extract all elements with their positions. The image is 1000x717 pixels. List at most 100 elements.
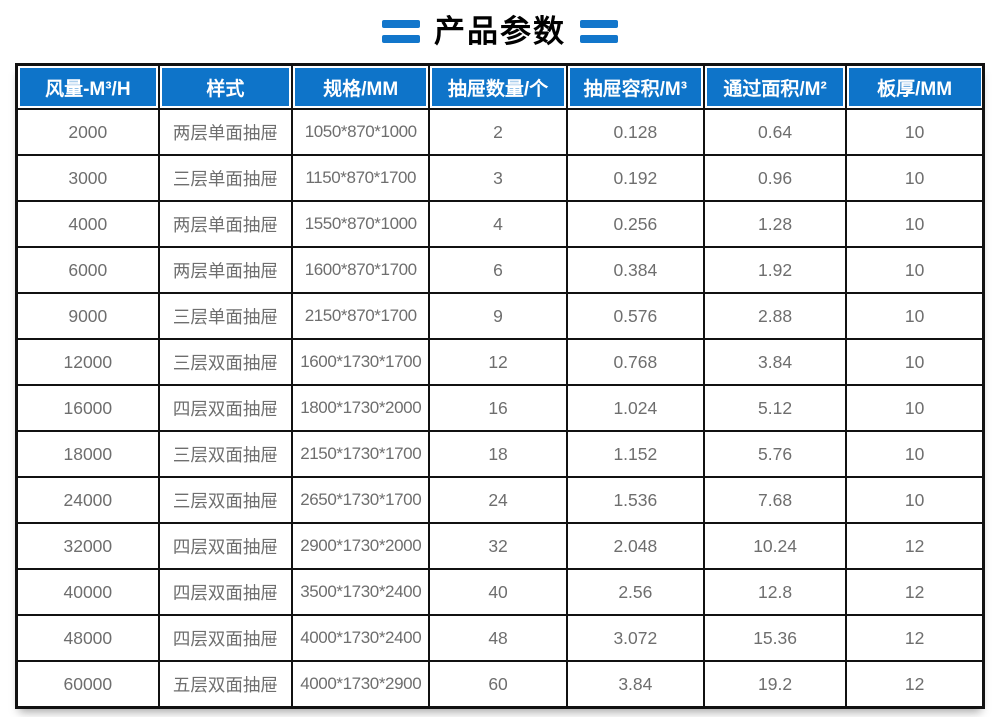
table-cell-airflow: 4000 <box>15 200 160 248</box>
table-cell-style: 三层双面抽屉 <box>157 430 294 478</box>
table-row: 40000 四层双面抽屉 3500*1730*2400 40 2.56 12.8 12 <box>15 568 985 616</box>
table-header-row: 风量-M³/H 样式 规格/MM 抽屉数量/个 抽屉容积/M³ 通过面积/M² … <box>15 63 985 110</box>
table-cell-airflow: 16000 <box>15 384 160 432</box>
table-cell-style: 四层双面抽屉 <box>157 568 294 616</box>
table-cell-drawer-volume: 0.128 <box>565 108 706 156</box>
table-cell-drawer-count: 6 <box>428 246 568 294</box>
table-cell-airflow: 9000 <box>15 292 160 340</box>
table-cell-spec: 1150*870*1700 <box>291 154 431 202</box>
table-cell-drawer-count: 48 <box>428 614 568 662</box>
table-cell-plate-thickness: 10 <box>845 384 985 432</box>
table-cell-pass-area: 12.8 <box>703 568 848 616</box>
table-cell-style: 三层双面抽屉 <box>157 476 294 524</box>
equals-bar <box>382 34 420 43</box>
table-cell-spec: 1550*870*1000 <box>291 200 431 248</box>
table-cell-pass-area: 5.12 <box>703 384 848 432</box>
table-cell-spec: 4000*1730*2400 <box>291 614 431 662</box>
table-cell-spec: 2900*1730*2000 <box>291 522 431 570</box>
column-header-drawer-count: 抽屉数量/个 <box>428 63 568 110</box>
table-cell-spec: 4000*1730*2900 <box>291 660 431 709</box>
table-cell-airflow: 6000 <box>15 246 160 294</box>
table-cell-pass-area: 3.84 <box>703 338 848 386</box>
table-cell-plate-thickness: 10 <box>845 430 985 478</box>
table-cell-airflow: 24000 <box>15 476 160 524</box>
table-cell-pass-area: 7.68 <box>703 476 848 524</box>
table-cell-style: 两层单面抽屉 <box>157 200 294 248</box>
table-cell-pass-area: 19.2 <box>703 660 848 709</box>
table-row: 6000 两层单面抽屉 1600*870*1700 6 0.384 1.92 10 <box>15 246 985 294</box>
table-cell-pass-area: 2.88 <box>703 292 848 340</box>
table-cell-drawer-count: 2 <box>428 108 568 156</box>
table-cell-plate-thickness: 10 <box>845 476 985 524</box>
table-cell-airflow: 60000 <box>15 660 160 709</box>
table-cell-drawer-volume: 0.192 <box>565 154 706 202</box>
table-row: 4000 两层单面抽屉 1550*870*1000 4 0.256 1.28 10 <box>15 200 985 248</box>
table-row: 16000 四层双面抽屉 1800*1730*2000 16 1.024 5.12 10 <box>15 384 985 432</box>
table-cell-drawer-volume: 2.048 <box>565 522 706 570</box>
table-cell-plate-thickness: 10 <box>845 108 985 156</box>
column-header-plate-thickness: 板厚/MM <box>845 63 985 110</box>
table-cell-plate-thickness: 10 <box>845 338 985 386</box>
column-header-drawer-volume: 抽屉容积/M³ <box>565 63 706 110</box>
table-cell-pass-area: 1.92 <box>703 246 848 294</box>
table-cell-pass-area: 0.64 <box>703 108 848 156</box>
table-cell-drawer-count: 16 <box>428 384 568 432</box>
table-cell-airflow: 3000 <box>15 154 160 202</box>
table-cell-style: 五层双面抽屉 <box>157 660 294 709</box>
table-cell-plate-thickness: 12 <box>845 614 985 662</box>
table-cell-pass-area: 15.36 <box>703 614 848 662</box>
table-cell-drawer-count: 3 <box>428 154 568 202</box>
table-row: 18000 三层双面抽屉 2150*1730*1700 18 1.152 5.76 10 <box>15 430 985 478</box>
double-bar-equals-icon-left <box>382 19 420 43</box>
table-cell-drawer-volume: 0.384 <box>565 246 706 294</box>
table-row: 2000 两层单面抽屉 1050*870*1000 2 0.128 0.64 10 <box>15 108 985 156</box>
table-row: 3000 三层单面抽屉 1150*870*1700 3 0.192 0.96 10 <box>15 154 985 202</box>
table-cell-plate-thickness: 12 <box>845 568 985 616</box>
table-cell-spec: 1600*1730*1700 <box>291 338 431 386</box>
table-cell-plate-thickness: 10 <box>845 292 985 340</box>
table-cell-drawer-count: 24 <box>428 476 568 524</box>
equals-bar <box>580 34 618 43</box>
table-row: 24000 三层双面抽屉 2650*1730*1700 24 1.536 7.68 10 <box>15 476 985 524</box>
table-cell-airflow: 48000 <box>15 614 160 662</box>
product-parameters-table: 风量-M³/H 样式 规格/MM 抽屉数量/个 抽屉容积/M³ 通过面积/M² … <box>15 63 985 709</box>
table-cell-drawer-volume: 3.84 <box>565 660 706 709</box>
table-cell-drawer-count: 60 <box>428 660 568 709</box>
table-cell-drawer-count: 4 <box>428 200 568 248</box>
table-cell-spec: 2150*1730*1700 <box>291 430 431 478</box>
table-row: 32000 四层双面抽屉 2900*1730*2000 32 2.048 10.24 12 <box>15 522 985 570</box>
table-cell-pass-area: 5.76 <box>703 430 848 478</box>
table-cell-airflow: 32000 <box>15 522 160 570</box>
table-cell-drawer-count: 12 <box>428 338 568 386</box>
table-cell-pass-area: 1.28 <box>703 200 848 248</box>
table-cell-drawer-volume: 2.56 <box>565 568 706 616</box>
table-cell-plate-thickness: 12 <box>845 522 985 570</box>
equals-bar <box>382 19 420 28</box>
table-row: 9000 三层单面抽屉 2150*870*1700 9 0.576 2.88 10 <box>15 292 985 340</box>
table-cell-spec: 3500*1730*2400 <box>291 568 431 616</box>
table-cell-style: 三层单面抽屉 <box>157 292 294 340</box>
equals-bar <box>580 19 618 28</box>
table-cell-spec: 2650*1730*1700 <box>291 476 431 524</box>
table-body: 2000 两层单面抽屉 1050*870*1000 2 0.128 0.64 10 3000 三… <box>15 108 985 709</box>
table-row: 12000 三层双面抽屉 1600*1730*1700 12 0.768 3.84 10 <box>15 338 985 386</box>
table-cell-drawer-volume: 1.024 <box>565 384 706 432</box>
table-cell-spec: 2150*870*1700 <box>291 292 431 340</box>
table-cell-drawer-volume: 0.256 <box>565 200 706 248</box>
table-cell-style: 两层单面抽屉 <box>157 108 294 156</box>
table-row: 48000 四层双面抽屉 4000*1730*2400 48 3.072 15.36 12 <box>15 614 985 662</box>
table-cell-style: 两层单面抽屉 <box>157 246 294 294</box>
table-cell-drawer-volume: 3.072 <box>565 614 706 662</box>
table-cell-drawer-count: 18 <box>428 430 568 478</box>
table-cell-drawer-volume: 1.152 <box>565 430 706 478</box>
table-cell-style: 三层双面抽屉 <box>157 338 294 386</box>
title-bar: 产品参数 <box>0 0 1000 55</box>
table-cell-style: 四层双面抽屉 <box>157 614 294 662</box>
table-cell-plate-thickness: 10 <box>845 246 985 294</box>
column-header-airflow: 风量-M³/H <box>15 63 160 110</box>
table-cell-plate-thickness: 12 <box>845 660 985 709</box>
table-wrap: 风量-M³/H 样式 规格/MM 抽屉数量/个 抽屉容积/M³ 通过面积/M² … <box>15 63 985 709</box>
double-bar-equals-icon-right <box>580 19 618 43</box>
table-cell-drawer-count: 9 <box>428 292 568 340</box>
